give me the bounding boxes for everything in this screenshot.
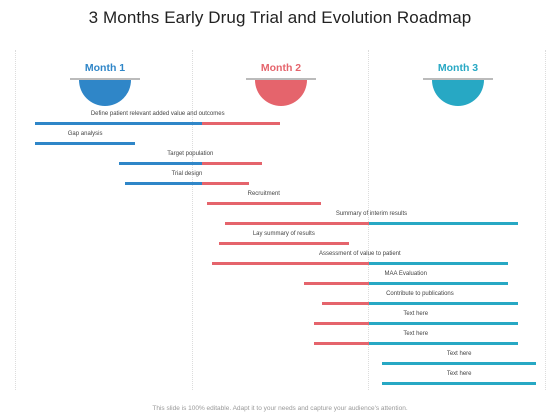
task-label: Contribute to publications (386, 291, 454, 297)
month-marker (255, 80, 307, 106)
task-label: Text here (446, 371, 472, 377)
month-label: Month 2 (260, 62, 302, 74)
task-bar-segment (202, 122, 281, 125)
task-label: Summary of interim results (335, 211, 408, 217)
task-bar-segment (369, 302, 518, 305)
task-bar-segment (35, 142, 136, 145)
task-bar-segment (118, 162, 202, 165)
month-label: Month 1 (84, 62, 126, 74)
task-bar-segment (369, 282, 508, 285)
task-label: Assessment of value to patient (318, 251, 401, 257)
task-bar-segment (369, 342, 518, 345)
task-label: Define patient relevant added value and … (90, 111, 225, 117)
task-bar-segment (382, 362, 536, 365)
task-bar-segment (202, 182, 249, 185)
task-label: Text here (403, 311, 429, 317)
month-divider (15, 50, 16, 390)
task-label: Gap analysis (67, 131, 103, 137)
month-marker (432, 80, 484, 106)
task-label: MAA Evaluation (384, 271, 427, 277)
task-bar-segment (125, 182, 202, 185)
month-divider (368, 50, 369, 390)
task-bar-segment (369, 322, 518, 325)
task-bar-segment (35, 122, 202, 125)
task-label: Trial design (171, 171, 203, 177)
task-bar-segment (303, 282, 369, 285)
month-divider (192, 50, 193, 390)
page-title: 3 Months Early Drug Trial and Evolution … (88, 8, 472, 27)
task-label: Recruitment (247, 191, 280, 197)
month-underline (246, 78, 316, 80)
month-divider (545, 50, 546, 390)
task-bar-segment (313, 322, 369, 325)
task-bar-segment (225, 222, 369, 225)
task-bar-segment (313, 342, 369, 345)
task-bar-segment (202, 162, 263, 165)
task-label: Text here (403, 331, 429, 337)
month-marker (79, 80, 131, 106)
task-bar-segment (207, 202, 321, 205)
task-bar-segment (218, 242, 349, 245)
task-label: Text here (446, 351, 472, 357)
task-bar-segment (322, 302, 369, 305)
task-label: Lay summary of results (252, 231, 315, 237)
footer-note: This slide is 100% editable. Adapt it to… (152, 405, 408, 412)
month-underline (70, 78, 140, 80)
task-bar-segment (212, 262, 369, 265)
task-bar-segment (369, 262, 508, 265)
month-underline (423, 78, 493, 80)
month-label: Month 3 (437, 62, 479, 74)
task-bar-segment (369, 222, 518, 225)
task-label: Target population (167, 151, 214, 157)
task-bar-segment (382, 382, 536, 385)
